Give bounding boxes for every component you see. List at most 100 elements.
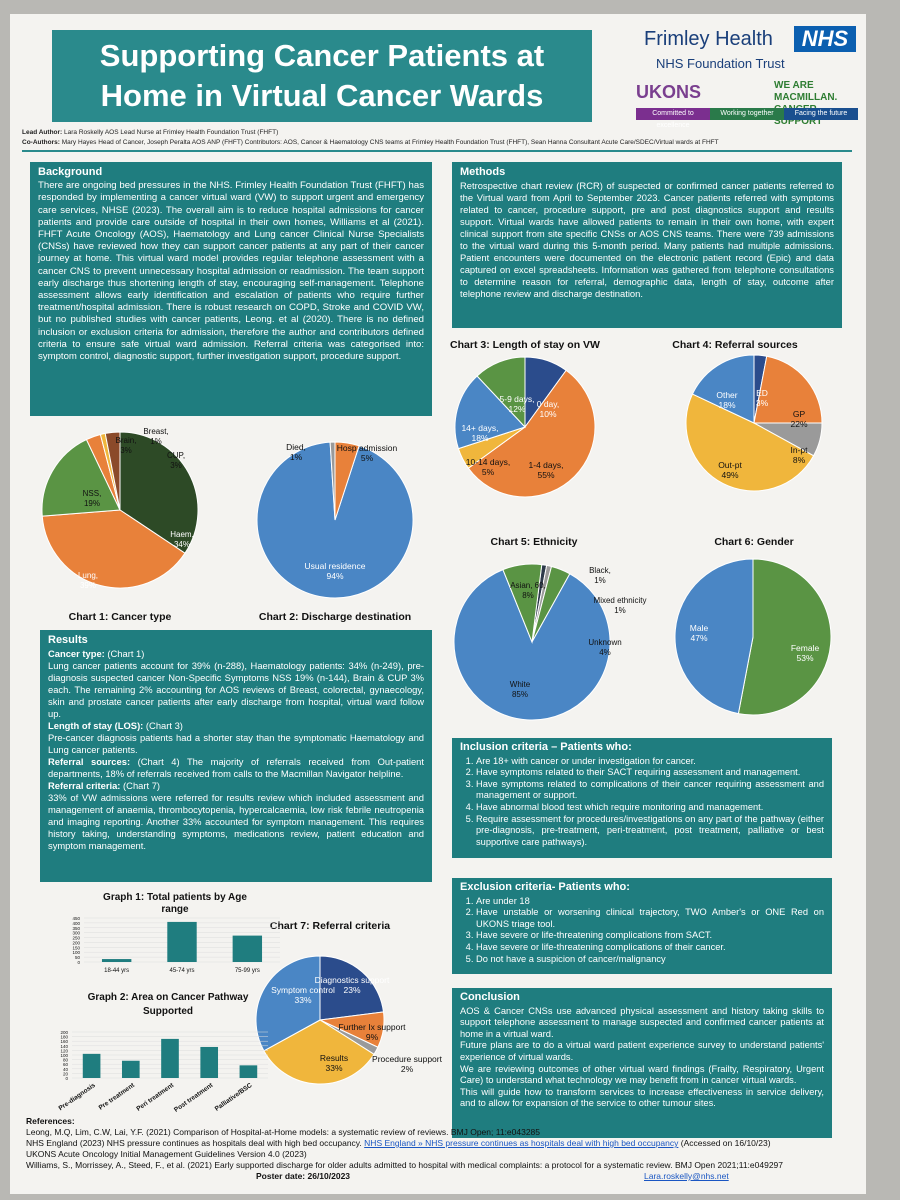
- chart1-slice-value: 3%: [120, 446, 132, 455]
- graph1-xtick: 18-44 yrs: [104, 968, 129, 974]
- chart2-slice: [334, 441, 360, 521]
- chart3-slice-value: 12%: [508, 404, 525, 414]
- chart3-title: Chart 3: Length of stay on VW: [450, 339, 600, 351]
- chart3-slice-label: 1-4 days,: [529, 460, 564, 470]
- reference-2-accessed: (Accessed on 16/10/23): [680, 1138, 771, 1148]
- chart5-slice: [453, 568, 611, 721]
- graph1-bar: [167, 921, 197, 962]
- chart4-slice-value: 49%: [721, 470, 738, 480]
- reference-1: Leong, M.Q, Lim, C.W, Lai, Y.F. (2021) C…: [26, 1127, 541, 1137]
- chart7-slice-label: Further Ix support: [338, 1022, 406, 1032]
- methods-section: Methods Retrospective chart review (RCR)…: [452, 162, 842, 328]
- chart2-pie: [256, 441, 414, 599]
- chart4-pie: [685, 354, 823, 492]
- chart6-slice-value: 47%: [690, 633, 707, 643]
- graph1-bar: [101, 959, 132, 962]
- los-label: Length of stay (LOS):: [48, 720, 144, 731]
- chart4-slice-label: Out-pt: [718, 460, 742, 470]
- chart5-slice: [502, 563, 543, 644]
- graph1-ytick: 300: [72, 931, 80, 936]
- graph2-xtick: Pre-diagnosis: [58, 1082, 98, 1113]
- inclusion-item: Have symptoms related to their SACT requ…: [476, 767, 824, 779]
- chart6-pie: [674, 558, 832, 716]
- chart1-slice-value: 3%: [170, 461, 182, 470]
- graph2-ytick: 120: [60, 1048, 68, 1053]
- exclusion-item: Are under 18: [476, 896, 824, 908]
- chart7-slice-value: 9%: [366, 1032, 379, 1042]
- exclusion-section: Exclusion criteria- Patients who: Are un…: [452, 878, 832, 974]
- los-text: Pre-cancer diagnosis patients had a shor…: [48, 732, 424, 755]
- exclusion-list: Are under 18 Have unstable or worsening …: [460, 896, 824, 966]
- graph2-xtick: Post treatment: [173, 1081, 215, 1113]
- chart1-slice: [104, 431, 121, 511]
- chart7-slice-label: Diagnostics support: [315, 975, 390, 985]
- references: References: Leong, M.Q, Lim, C.W, Lai, Y…: [26, 1116, 846, 1183]
- graph2-bar: [239, 1065, 258, 1078]
- chart4-slice-label: ED: [756, 388, 768, 398]
- graph2-xtick: Peri treatment: [135, 1081, 176, 1112]
- chart6-slice-label: Female: [791, 643, 820, 653]
- chart5-slice-value: 8%: [522, 591, 534, 600]
- chart7-slice-value: 33%: [294, 995, 311, 1005]
- graph1-ytick: 400: [72, 921, 80, 926]
- chart1-slice-label: Lung,: [78, 571, 98, 580]
- chart2-slice-label: Usual residence: [305, 561, 366, 571]
- chart1-slice-label: CUP,: [167, 451, 185, 460]
- author-credits: Lead Author: Lara Roskelly AOS Lead Nurs…: [22, 128, 852, 148]
- chart5-slice-value: 1%: [614, 606, 626, 615]
- ukons-logo: UKONS: [636, 82, 702, 102]
- chart3-slice-label: 10-14 days,: [466, 457, 510, 467]
- chart5-slice-value: 85%: [512, 690, 528, 699]
- chart4-slice-label: Other: [716, 390, 737, 400]
- exclusion-item: Do not have a suspicion of cancer/malign…: [476, 954, 824, 966]
- graph1-bar: [232, 935, 263, 962]
- chart1-title: Chart 1: Cancer type: [69, 611, 172, 623]
- graph2-bar: [82, 1053, 101, 1078]
- reference-2-link[interactable]: NHS England » NHS pressure continues as …: [364, 1138, 679, 1148]
- graph2-ytick: 160: [60, 1039, 68, 1044]
- cancer-type-ref: (Chart 1): [107, 648, 145, 659]
- tagline-3: Facing the future: [784, 108, 858, 120]
- chart5-slice-label: White: [510, 680, 531, 689]
- lead-author-label: Lead Author:: [22, 129, 63, 136]
- graph2-bar: [121, 1060, 140, 1078]
- chart2-slice-value: 1%: [290, 452, 303, 462]
- cancer-type-label: Cancer type:: [48, 648, 105, 659]
- graph2-title-line2: Supported: [143, 1006, 193, 1017]
- graph2-bar-chart: [72, 1031, 268, 1079]
- referral-criteria-ref: (Chart 7): [123, 780, 161, 791]
- background-section: Background There are ongoing bed pressur…: [30, 162, 432, 416]
- coauthors-label: Co-Authors:: [22, 139, 60, 146]
- conclusion-paragraph: We are reviewing outcomes of other virtu…: [460, 1063, 824, 1086]
- graph2-xtick: Pre treatment: [98, 1081, 137, 1111]
- email-link[interactable]: Lara.roskelly@nhs.net: [644, 1171, 729, 1181]
- chart7-title: Chart 7: Referral criteria: [270, 920, 390, 932]
- graph1-xtick: 75-99 yrs: [235, 968, 260, 974]
- chart6-title: Chart 6: Gender: [714, 536, 793, 548]
- graph1-ytick: 100: [72, 950, 80, 955]
- chart1-slice-value: 19%: [84, 499, 100, 508]
- graph2-ytick: 20: [63, 1071, 69, 1076]
- chart1-slice-value: 1%: [150, 437, 162, 446]
- chart3-pie: [454, 356, 596, 498]
- chart4-slice-label: GP: [793, 409, 806, 419]
- referral-sources-text: (Chart 4) The majority of referrals rece…: [48, 756, 425, 779]
- chart5-slice-label: Mixed ethnicity: [594, 596, 647, 605]
- chart7-pie: [255, 955, 385, 1085]
- chart5-slice-label: Unknown: [588, 638, 621, 647]
- exclusion-heading: Exclusion criteria- Patients who:: [460, 881, 630, 893]
- graph1-ytick: 150: [72, 945, 80, 950]
- graph1-ytick: 350: [72, 926, 80, 931]
- inclusion-item: Require assessment for procedures/invest…: [476, 814, 824, 849]
- background-text: There are ongoing bed pressures in the N…: [38, 180, 424, 363]
- conclusion-paragraph: AOS & Cancer CNSs use advanced physical …: [460, 1005, 824, 1039]
- methods-text: Retrospective chart review (RCR) of susp…: [460, 180, 834, 299]
- methods-heading: Methods: [460, 166, 506, 178]
- inclusion-item: Have abnormal blood test which require m…: [476, 802, 824, 814]
- chart4-slice-value: 18%: [718, 400, 735, 410]
- chart4-slice-value: 3%: [756, 398, 769, 408]
- conclusion-section: Conclusion AOS & Cancer CNSs use advance…: [452, 988, 832, 1138]
- referral-criteria-label: Referral criteria:: [48, 780, 121, 791]
- nhs-logo: NHS: [794, 26, 856, 52]
